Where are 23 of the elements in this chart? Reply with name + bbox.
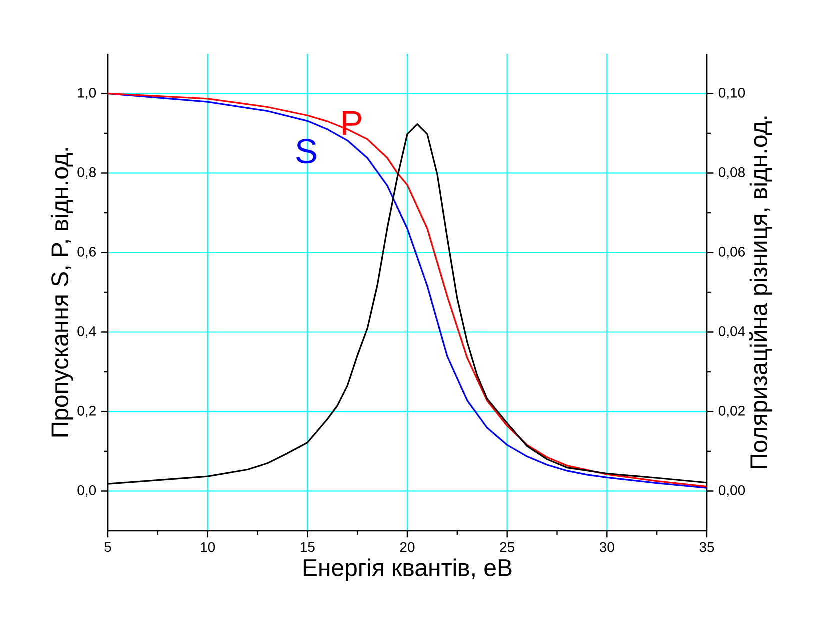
x-tick-label: 25 bbox=[500, 542, 515, 552]
x-tick-label: 15 bbox=[300, 542, 315, 552]
y-tick-label: 0,2 bbox=[78, 406, 96, 418]
y2-tick-label: 0,10 bbox=[718, 88, 746, 100]
y2-axis-title: Поляризаційна різниця, відн.од. bbox=[749, 116, 772, 468]
y2-tick-label: 0,06 bbox=[718, 246, 746, 259]
y-tick-label: 0,0 bbox=[78, 485, 96, 498]
series-label: P bbox=[343, 111, 362, 136]
y-axis-title: Пропускання S, P, відн.од. bbox=[50, 148, 74, 437]
y-tick-label: 1,0 bbox=[78, 88, 96, 100]
y2-tick-label: 0,08 bbox=[718, 167, 746, 180]
x-axis-title: Енергія квантів, еВ bbox=[304, 558, 512, 582]
y-tick-label: 0,4 bbox=[78, 326, 96, 338]
y2-tick-label: 0,04 bbox=[718, 326, 746, 338]
y-tick-label: 0,8 bbox=[78, 167, 96, 180]
x-tick-label: 30 bbox=[600, 542, 614, 552]
x-tick-label: 10 bbox=[201, 542, 216, 552]
y-tick-label: 0,6 bbox=[78, 246, 96, 259]
y2-tick-label: 0,00 bbox=[718, 485, 746, 498]
x-tick-label: 20 bbox=[400, 542, 415, 552]
x-tick-label: 5 bbox=[104, 542, 112, 552]
y2-tick-label: 0,02 bbox=[718, 406, 745, 418]
x-tick-label: 35 bbox=[700, 542, 714, 552]
